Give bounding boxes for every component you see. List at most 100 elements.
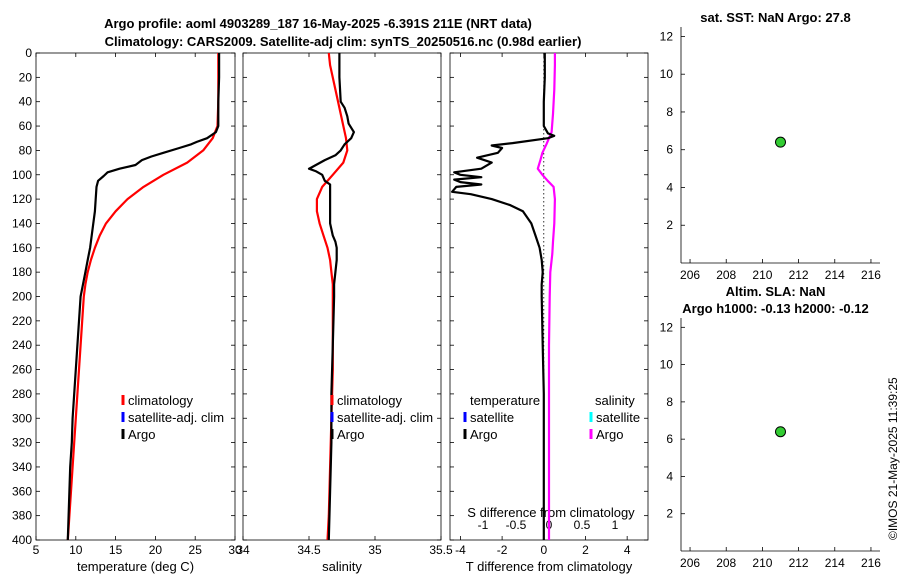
title-line1: Argo profile: aoml 4903289_187 16-May-20… bbox=[104, 16, 532, 31]
diff-s-axis-label: S difference from climatology bbox=[467, 505, 635, 520]
diff-legend-t-label-1: Argo bbox=[470, 427, 497, 442]
sst-xtick-label: 208 bbox=[716, 268, 736, 282]
sst-ytick-label: 6 bbox=[666, 143, 673, 157]
salinity-frame bbox=[242, 52, 442, 541]
salinity-xtick-label: 34 bbox=[236, 543, 250, 557]
sla-xtick-label: 214 bbox=[825, 556, 845, 570]
sst-xtick-label: 214 bbox=[825, 268, 845, 282]
sal-legend-label-1: satellite-adj. clim bbox=[337, 410, 433, 425]
temperature-xtick-label: 30 bbox=[228, 543, 242, 557]
temperature-ytick-label: 0 bbox=[25, 46, 32, 60]
sst-xtick-label: 206 bbox=[680, 268, 700, 282]
temperature-ytick-label: 380 bbox=[12, 509, 32, 523]
diff-salinity-line bbox=[536, 53, 556, 540]
temperature-xtick-label: 10 bbox=[69, 543, 83, 557]
diff-s-tick-label: -1 bbox=[478, 518, 489, 532]
sla-point bbox=[775, 426, 786, 438]
sla-subtitle: Argo h1000: -0.13 h2000: -0.12 bbox=[682, 301, 868, 316]
sla-xtick-label: 216 bbox=[861, 556, 881, 570]
sst-ytick-label: 4 bbox=[666, 180, 673, 194]
title-line2: Climatology: CARS2009. Satellite-adj cli… bbox=[105, 34, 582, 49]
temperature-ytick-label: 160 bbox=[12, 241, 32, 255]
sst-xtick-label: 216 bbox=[861, 268, 881, 282]
temp-legend-label-1: satellite-adj. clim bbox=[128, 410, 224, 425]
temperature-ytick-label: 60 bbox=[19, 119, 33, 133]
temperature-ytick-label: 20 bbox=[19, 70, 33, 84]
timestamp: ©IMOS 21-May-2025 11:39:25 bbox=[886, 377, 900, 540]
temperature-frame bbox=[35, 52, 236, 541]
temperature-ytick-label: 360 bbox=[12, 484, 32, 498]
sla-ytick-label: 12 bbox=[660, 320, 674, 334]
temp-legend-label-0: climatology bbox=[128, 393, 194, 408]
temperature-xtick-label: 20 bbox=[149, 543, 163, 557]
sla-panel: 206 208 210 212 214 216 2 4 6 8 10 12 Altim. SLA: Na… bbox=[660, 284, 882, 570]
difference-xtick-label: 2 bbox=[582, 543, 589, 557]
salinity-xtick-label: 34.5 bbox=[297, 543, 321, 557]
diff-s-tick-label: -0.5 bbox=[506, 518, 527, 532]
sla-ytick-label: 10 bbox=[660, 358, 674, 372]
sla-xtick-label: 212 bbox=[789, 556, 809, 570]
temperature-xlabel: temperature (deg C) bbox=[77, 559, 194, 574]
temperature-ytick-label: 280 bbox=[12, 387, 32, 401]
difference-xtick-label: 0 bbox=[540, 543, 547, 557]
difference-xlabel: T difference from climatology bbox=[466, 559, 633, 574]
sst-ytick-label: 2 bbox=[666, 218, 673, 232]
sst-ytick-label: 10 bbox=[660, 67, 674, 81]
temperature-ytick-label: 140 bbox=[12, 216, 32, 230]
temp-climatology-line bbox=[66, 53, 220, 541]
temperature-ytick-label: 300 bbox=[12, 411, 32, 425]
salinity-panel: 34 34.5 35 35.5 salinity climatology satellite… bbox=[236, 52, 453, 574]
sst-ytick-label: 8 bbox=[666, 105, 673, 119]
temperature-ytick-label: 220 bbox=[12, 314, 32, 328]
sst-panel: 206 208 210 212 214 216 2 4 6 8 10 12 sat. SST: NaN … bbox=[660, 10, 882, 282]
sal-argo-line bbox=[307, 53, 355, 541]
temp-argo-line bbox=[66, 53, 221, 541]
sst-xtick-label: 210 bbox=[752, 268, 772, 282]
temperature-ytick-label: 400 bbox=[12, 533, 32, 547]
temperature-ytick-label: 320 bbox=[12, 436, 32, 450]
temperature-xtick-label: 5 bbox=[33, 543, 40, 557]
temperature-panel: 0 20 40 60 80 100 120 140 160 180 200 220 240 260 280 3… bbox=[12, 46, 242, 574]
difference-xtick-label: -2 bbox=[497, 543, 508, 557]
sst-title: sat. SST: NaN Argo: 27.8 bbox=[700, 10, 851, 25]
sst-point bbox=[775, 136, 786, 148]
sla-ytick-label: 2 bbox=[666, 507, 673, 521]
temperature-ytick-label: 180 bbox=[12, 265, 32, 279]
diff-temperature-line bbox=[451, 53, 556, 540]
salinity-xtick-label: 35.5 bbox=[429, 543, 453, 557]
sla-xtick-label: 208 bbox=[716, 556, 736, 570]
diff-legend-s-label-0: satellite bbox=[596, 410, 640, 425]
temperature-ytick-label: 200 bbox=[12, 290, 32, 304]
temperature-ytick-label: 100 bbox=[12, 168, 32, 182]
temp-legend-label-2: Argo bbox=[128, 427, 155, 442]
difference-xtick-label: 4 bbox=[624, 543, 631, 557]
temperature-ytick-label: 340 bbox=[12, 460, 32, 474]
diff-legend-t-label-0: satellite bbox=[470, 410, 514, 425]
sla-ytick-label: 8 bbox=[666, 395, 673, 409]
difference-panel: -4 -2 0 2 4 T difference from climatology -1 -0… bbox=[449, 52, 649, 574]
diff-s-tick-label: 1 bbox=[612, 518, 619, 532]
temperature-ytick-label: 120 bbox=[12, 192, 32, 206]
sla-xtick-label: 206 bbox=[680, 556, 700, 570]
temperature-xtick-label: 15 bbox=[109, 543, 123, 557]
sal-legend-label-2: Argo bbox=[337, 427, 364, 442]
temperature-ytick-label: 240 bbox=[12, 338, 32, 352]
sla-xtick-label: 210 bbox=[752, 556, 772, 570]
temperature-ytick-label: 40 bbox=[19, 95, 33, 109]
temperature-xtick-label: 25 bbox=[189, 543, 203, 557]
temperature-ytick-label: 80 bbox=[19, 143, 33, 157]
sla-title: Altim. SLA: NaN bbox=[726, 284, 826, 299]
sla-ytick-label: 4 bbox=[666, 469, 673, 483]
sst-ytick-label: 12 bbox=[660, 29, 674, 43]
diff-legend-t-title: temperature bbox=[470, 393, 540, 408]
sal-climatology-line bbox=[315, 52, 349, 541]
diff-legend-s-label-1: Argo bbox=[596, 427, 623, 442]
difference-xtick-label: -4 bbox=[455, 543, 466, 557]
temperature-ytick-label: 260 bbox=[12, 363, 32, 377]
diff-s-tick-label: 0.5 bbox=[574, 518, 591, 532]
sal-legend-label-0: climatology bbox=[337, 393, 403, 408]
salinity-xlabel: salinity bbox=[322, 559, 362, 574]
salinity-xtick-label: 35 bbox=[368, 543, 382, 557]
diff-legend-s-title: salinity bbox=[595, 393, 635, 408]
